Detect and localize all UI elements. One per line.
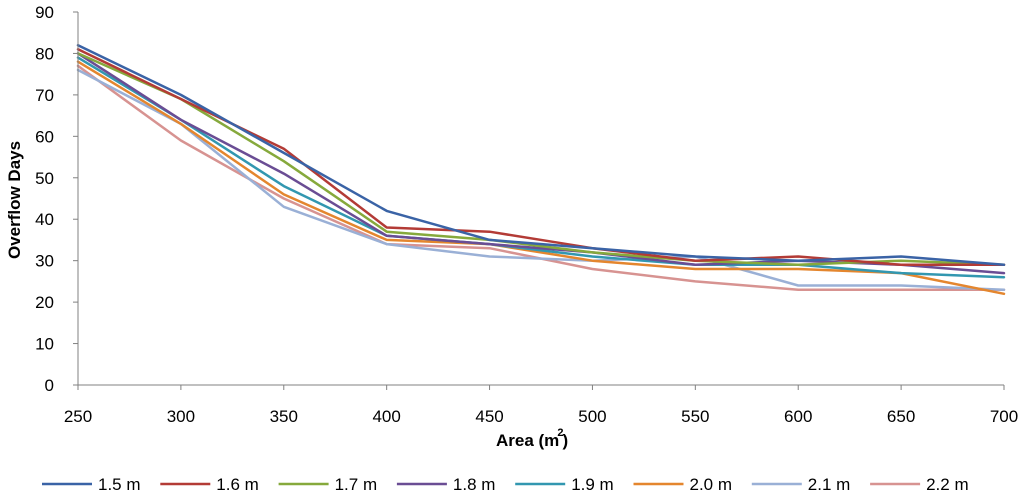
legend-label: 1.6 m xyxy=(216,475,259,494)
y-axis-title: Overflow Days xyxy=(5,141,24,259)
x-axis-title: Area (m2) xyxy=(496,427,568,450)
y-tick-label: 40 xyxy=(35,210,54,229)
x-tick-label: 300 xyxy=(167,407,195,426)
legend-label: 1.7 m xyxy=(335,475,378,494)
y-tick-labels: 0 10 20 30 40 50 60 70 80 90 xyxy=(35,3,54,395)
x-axis-title-close: ) xyxy=(562,431,568,450)
series-line-2-0-m xyxy=(76,60,1006,296)
x-tick-label: 700 xyxy=(990,407,1018,426)
series-line-2-1-m xyxy=(76,68,1006,291)
series-line-1-7-m xyxy=(76,52,1006,267)
y-tick-label: 90 xyxy=(35,3,54,22)
y-tick-label: 20 xyxy=(35,293,54,312)
x-tick-label: 450 xyxy=(475,407,503,426)
legend-label: 1.8 m xyxy=(453,475,496,494)
x-axis-title-superscript: 2 xyxy=(557,427,563,439)
legend-label: 2.1 m xyxy=(808,475,851,494)
legend-label: 1.9 m xyxy=(571,475,614,494)
x-tick-label: 350 xyxy=(270,407,298,426)
y-tick-label: 10 xyxy=(35,335,54,354)
series-line-1-9-m xyxy=(76,56,1006,279)
legend: 1.5 m 1.6 m 1.7 m 1.8 m 1.9 m 2.0 m 2.1 m 2.2 m xyxy=(42,475,969,494)
y-tick-label: 0 xyxy=(45,376,54,395)
y-tick-label: 60 xyxy=(35,127,54,146)
legend-label: 1.5 m xyxy=(98,475,141,494)
x-tick-label: 400 xyxy=(372,407,400,426)
series-lines xyxy=(76,43,1006,296)
x-tick-label: 550 xyxy=(681,407,709,426)
x-tick-label: 250 xyxy=(64,407,92,426)
y-tick-label: 70 xyxy=(35,86,54,105)
series-line-1-5-m xyxy=(76,43,1006,267)
x-axis-title-main: Area (m xyxy=(496,431,559,450)
x-tick-marks xyxy=(77,385,1005,390)
y-tick-label: 30 xyxy=(35,252,54,271)
y-tick-label: 50 xyxy=(35,169,54,188)
legend-label: 2.2 m xyxy=(926,475,969,494)
series-line-1-6-m xyxy=(76,48,1006,267)
x-tick-label: 500 xyxy=(578,407,606,426)
y-tick-marks xyxy=(73,11,78,386)
x-tick-label: 600 xyxy=(784,407,812,426)
x-tick-labels: 250 300 350 400 450 500 550 600 650 700 xyxy=(64,407,1018,426)
legend-label: 2.0 m xyxy=(690,475,733,494)
series-line-2-2-m xyxy=(76,64,1006,291)
y-tick-label: 80 xyxy=(35,44,54,63)
x-tick-label: 650 xyxy=(887,407,915,426)
